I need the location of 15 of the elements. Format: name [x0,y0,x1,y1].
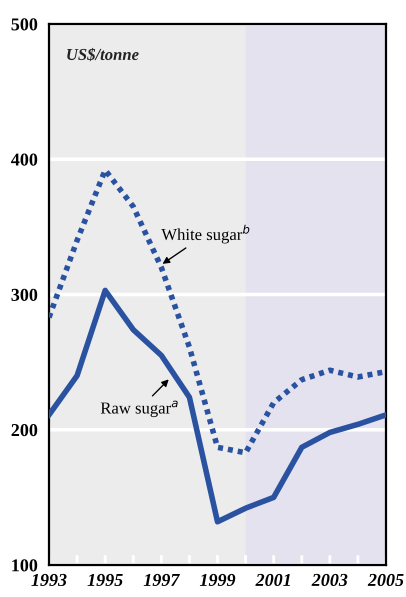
x-tick-label: 1997 [144,574,180,586]
y-tick-label: 300 [11,288,38,301]
x-tick-label: 2003 [312,574,348,586]
x-tick-label: 1993 [31,574,67,586]
x-tick-label: 1999 [200,574,236,586]
annotation: White sugar$^{b}$ [161,224,250,244]
y-axis-title: US$/tonne [67,48,139,62]
y-tick-label: 100 [12,559,38,572]
y-tick-label: 200 [12,424,38,436]
x-tick-label: 2001 [255,574,290,586]
x-tick-label: 2005 [368,574,404,586]
annotation: Raw sugar$^{a}$ [100,400,178,418]
y-tick-label: 500 [12,18,38,30]
y-tick-label: 400 [11,154,38,166]
x-tick-label: 1995 [88,574,123,586]
